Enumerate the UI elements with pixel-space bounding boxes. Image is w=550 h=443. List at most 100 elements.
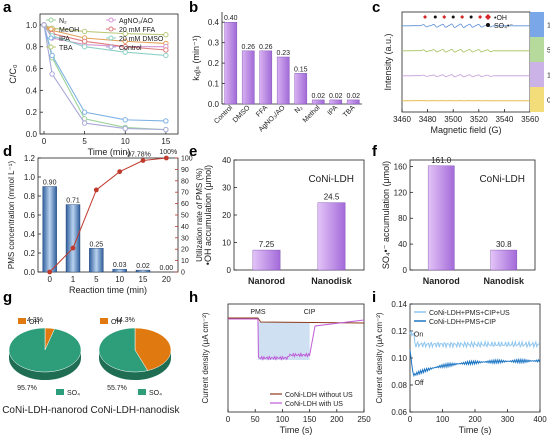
x-tick-label: 0: [47, 275, 52, 284]
bar: [276, 56, 290, 105]
bar: [112, 268, 127, 273]
x-tick-label: DMSO: [232, 104, 252, 124]
data-point: [163, 52, 169, 59]
y-tick-label: 1.2: [24, 154, 36, 163]
legend-swatch: [56, 389, 64, 395]
x-tick-label: 50: [251, 415, 260, 424]
data-point: [122, 44, 128, 50]
bar: [252, 249, 281, 271]
y-tick-label: 120: [394, 188, 408, 197]
y-tick-label: 40: [398, 240, 407, 249]
panel-letter: d: [3, 143, 12, 160]
x-tick-label: 150: [303, 415, 317, 424]
bar: [65, 204, 81, 273]
legend-label: Control: [119, 45, 142, 52]
plot-frame: [227, 303, 365, 413]
x-tick-label: 3560: [521, 115, 539, 124]
y-tick-label: 0.2: [26, 108, 38, 117]
y-axis-label: Current density (μA cm⁻²): [201, 312, 210, 403]
legend-label: CoNi-LDH without US: [285, 392, 353, 399]
x-tick-label: 300: [501, 415, 515, 424]
panel-letter: e: [189, 143, 197, 160]
x-tick-label: 200: [468, 415, 482, 424]
peak-marker-so4: [469, 15, 473, 19]
time-label: 0 min: [547, 98, 550, 105]
utilization-label: 100%: [159, 149, 177, 156]
pie-title: CoNi-LDH-nanodisk: [91, 405, 181, 416]
x-tick-label: 1: [71, 275, 76, 284]
legend-label: •OH: [494, 15, 507, 22]
bar: [427, 165, 455, 271]
panel-letter: a: [3, 0, 12, 16]
annotation: Off: [415, 380, 424, 387]
legend-swatch: [138, 389, 146, 395]
y-tick-label: 0.4: [208, 18, 220, 27]
data-label: 0.26: [241, 44, 255, 51]
data-label: 0.02: [311, 93, 325, 100]
annotation: PMS: [250, 309, 266, 316]
peak-marker-so4: [451, 15, 455, 19]
bar: [42, 186, 57, 273]
time-label: 1 min: [547, 73, 550, 80]
bar: [490, 249, 518, 271]
y2-tick-label: 40: [181, 224, 189, 231]
legend-label: CoNi-LDH with US: [285, 401, 343, 408]
time-band: [530, 62, 544, 87]
data-point: [81, 44, 88, 50]
legend-label: AgNO₃/AO: [119, 18, 154, 25]
x-tick-label: 0: [42, 137, 47, 146]
y-tick-label: 0.1: [208, 80, 220, 89]
y-tick-label: 0.4: [24, 230, 36, 239]
data-label: 24.5: [324, 193, 340, 202]
bar: [294, 73, 308, 105]
series-line: [228, 317, 365, 324]
plot-frame: [409, 159, 536, 271]
legend-label: 20 mM DMSO: [119, 36, 164, 43]
legend-label: IPA: [59, 36, 70, 43]
series-line: [409, 349, 541, 378]
data-point: [163, 32, 169, 38]
y-axis-label: Current density (μA cm⁻²): [375, 312, 384, 403]
x-tick-label: N₂: [294, 104, 305, 115]
spectrum-trace: [402, 74, 530, 78]
chart-title: CoNi-LDH: [308, 174, 354, 185]
data-point: [122, 117, 128, 123]
data-point: [49, 71, 55, 77]
legend-label: SO₄: [67, 390, 80, 397]
y2-axis-label: Utilization rate of PMS (%): [195, 168, 204, 262]
x-tick-label: Nanorod: [248, 276, 285, 286]
shaded-region: [257, 322, 310, 360]
x-tick-label: 3520: [470, 115, 488, 124]
data-point: [163, 47, 169, 53]
y2-tick-label: 80: [181, 178, 189, 185]
legend-label: OH: [111, 319, 122, 326]
data-label: 0.02: [329, 93, 343, 100]
utilization-point: [140, 158, 146, 163]
y-tick-label: 0: [227, 266, 232, 275]
y-tick-label: 80: [398, 214, 407, 223]
y2-tick-label: 20: [181, 247, 189, 254]
y-axis-label: C/C₀: [8, 64, 18, 83]
x-tick-label: 5: [82, 137, 87, 146]
data-label: 7.25: [259, 240, 275, 249]
data-label: 0.15: [294, 66, 308, 73]
data-label: 0.26: [259, 44, 273, 51]
x-tick-label: FFA: [255, 104, 269, 118]
x-tick-label: 3460: [393, 115, 411, 124]
y-tick-label: 20: [222, 211, 231, 220]
legend-label: TBA: [59, 45, 73, 52]
utilization-label: 97.78%: [127, 152, 151, 159]
x-axis-label: Time (s): [280, 425, 313, 435]
y-tick-label: 0: [403, 266, 408, 275]
utilization-point: [93, 187, 99, 193]
pie-slice: [8, 327, 82, 373]
utilization-line: [49, 157, 167, 273]
data-label: 0.90: [43, 180, 57, 187]
y-tick-label: 10: [222, 239, 231, 248]
legend-label: SO₄•⁻: [494, 23, 513, 30]
legend-marker: [108, 35, 114, 41]
bar: [89, 248, 104, 273]
x-tick-label: 100: [276, 415, 290, 424]
y-tick-label: 1.0: [24, 173, 36, 182]
data-label: 0.23: [276, 50, 290, 57]
